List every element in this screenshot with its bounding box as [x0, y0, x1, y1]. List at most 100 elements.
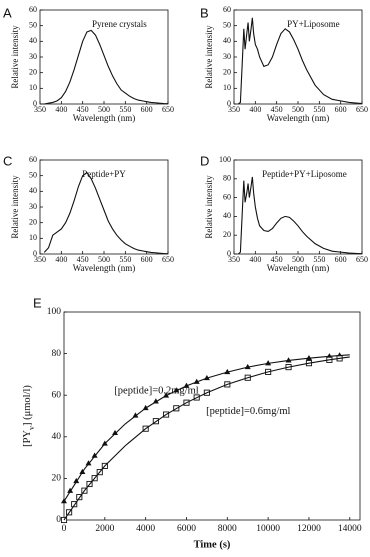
y-axis-label: Relative intensity	[10, 175, 20, 239]
plot-title: Peptide+PY	[82, 169, 126, 179]
y-tick-label: 30	[29, 52, 37, 61]
x-axis-label: Time (s)	[194, 539, 231, 550]
x-tick-label: 650	[356, 105, 368, 114]
x-tick-label: 650	[356, 255, 368, 264]
y-axis-label-part: ] (μmol/l)	[22, 385, 33, 426]
x-tick-label: 500	[98, 255, 110, 264]
x-tick-label: 600	[335, 255, 347, 264]
x-tick-label: 350	[34, 105, 46, 114]
x-tick-label: 600	[141, 255, 153, 264]
panel-letter: A	[3, 5, 12, 20]
triangle-marker	[67, 487, 74, 493]
x-tick-label: 450	[77, 255, 89, 264]
x-tick-label: 550	[119, 105, 131, 114]
y-tick-label: 10	[223, 83, 231, 92]
triangle-marker	[85, 460, 92, 466]
y-tick-label: 50	[29, 170, 37, 179]
x-axis-label: Wavelength (nm)	[267, 263, 330, 273]
y-tick-label: 60	[29, 5, 37, 14]
x-tick-label: 500	[98, 105, 110, 114]
x-axis-label: Wavelength (nm)	[267, 113, 330, 123]
x-tick-label: 350	[228, 255, 240, 264]
x-tick-label: 550	[119, 255, 131, 264]
y-tick-label: 0	[33, 99, 37, 108]
y-tick-label: 0	[33, 249, 37, 258]
y-tick-label: 40	[223, 36, 231, 45]
panel-letter: D	[200, 153, 209, 168]
y-tick-label: 10	[29, 233, 37, 242]
x-tick-label: 6000	[177, 524, 196, 534]
plot-title: Peptide+PY+Liposome	[262, 169, 347, 179]
y-tick-label: 0	[227, 99, 231, 108]
square-marker	[60, 516, 68, 524]
y-axis-label-part: [PY	[22, 430, 33, 447]
x-tick-label: 450	[271, 105, 283, 114]
x-tick-label: 10000	[256, 524, 280, 534]
x-tick-label: 2000	[95, 524, 114, 534]
curve-annotation: [peptide]=0.6mg/ml	[206, 406, 290, 417]
y-tick-label: 10	[29, 83, 37, 92]
y-tick-label: 50	[223, 20, 231, 29]
panel-letter: B	[200, 5, 209, 20]
x-tick-label: 600	[141, 105, 153, 114]
x-tick-label: 12000	[297, 524, 321, 534]
y-tick-label: 60	[52, 390, 62, 400]
x-tick-label: 8000	[218, 524, 237, 534]
x-tick-label: 650	[162, 105, 174, 114]
y-axis-label: Relative intensity	[10, 25, 20, 89]
square-marker	[71, 501, 78, 508]
plot-frame	[63, 311, 361, 521]
y-tick-label: 20	[29, 67, 37, 76]
x-tick-label: 650	[162, 255, 174, 264]
y-tick-label: 80	[223, 174, 231, 183]
x-tick-label: 450	[271, 255, 283, 264]
x-tick-label: 4000	[136, 524, 155, 534]
y-tick-label: 0	[227, 249, 231, 258]
x-tick-label: 550	[313, 105, 325, 114]
x-tick-label: 400	[55, 255, 67, 264]
y-tick-label: 60	[223, 5, 231, 14]
y-tick-label: 40	[52, 432, 62, 442]
x-tick-label: 14000	[338, 524, 362, 534]
x-tick-label: 400	[249, 105, 261, 114]
y-tick-label: 60	[223, 192, 231, 201]
triangle-marker	[132, 412, 139, 418]
spectrum-line	[237, 176, 363, 255]
x-axis-label: Wavelength (nm)	[73, 263, 136, 273]
triangle-marker	[112, 429, 119, 436]
x-tick-label: 0	[62, 524, 67, 534]
spectrum-line	[43, 171, 169, 255]
fit-curve	[63, 354, 350, 502]
x-tick-label: 450	[77, 105, 89, 114]
x-tick-label: 350	[34, 255, 46, 264]
plot-title: PY+Liposome	[287, 19, 340, 29]
y-tick-label: 20	[223, 67, 231, 76]
y-axis-label: Relative intensity	[204, 175, 214, 239]
y-axis-label-part: v	[27, 426, 36, 430]
x-tick-label: 400	[249, 255, 261, 264]
y-tick-label: 60	[29, 155, 37, 164]
x-tick-label: 400	[55, 105, 67, 114]
y-tick-label: 20	[52, 474, 62, 484]
y-axis-label: [PYv] (μmol/l)	[22, 385, 36, 447]
x-tick-label: 500	[292, 255, 304, 264]
triangle-marker	[91, 452, 98, 458]
y-tick-label: 40	[223, 211, 231, 220]
x-tick-label: 500	[292, 105, 304, 114]
panel-letter: E	[33, 295, 42, 310]
panel-letter: C	[3, 153, 12, 168]
spectrum-line	[237, 17, 363, 105]
y-tick-label: 30	[29, 202, 37, 211]
y-tick-label: 100	[219, 155, 231, 164]
y-tick-label: 20	[223, 230, 231, 239]
x-axis-label: Wavelength (nm)	[73, 113, 136, 123]
spectrum-line	[40, 29, 169, 105]
x-tick-label: 350	[228, 105, 240, 114]
x-tick-label: 600	[335, 105, 347, 114]
y-tick-label: 40	[29, 186, 37, 195]
y-tick-label: 100	[47, 307, 62, 317]
fit-curve	[63, 356, 350, 521]
x-tick-label: 550	[313, 255, 325, 264]
y-tick-label: 50	[29, 20, 37, 29]
